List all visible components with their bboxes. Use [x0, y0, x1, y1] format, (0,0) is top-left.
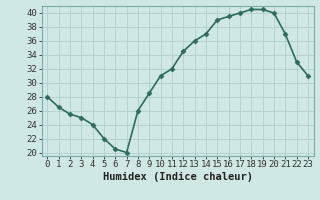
X-axis label: Humidex (Indice chaleur): Humidex (Indice chaleur) — [103, 172, 252, 182]
